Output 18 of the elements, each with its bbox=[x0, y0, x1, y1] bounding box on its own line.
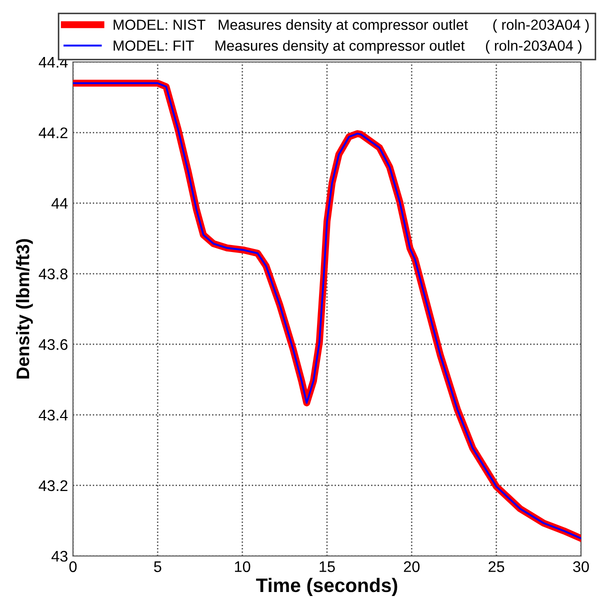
legend-label: MODEL: NIST Measures density at compressor outlet ( roln-203A04 ) bbox=[114, 19, 589, 33]
x-tick-label: 0 bbox=[69, 561, 77, 572]
legend-label: MODEL: FIT Measures density at compressor outlet ( roln-203A04 ) bbox=[114, 40, 582, 54]
y-tick-label: 43.4 bbox=[38, 410, 68, 421]
x-tick-label: 20 bbox=[404, 561, 420, 572]
y-tick-label: 44.2 bbox=[38, 127, 68, 138]
y-tick-label: 43.2 bbox=[38, 480, 68, 492]
x-tick-label: 30 bbox=[573, 561, 589, 572]
x-axis-title: Time (seconds) bbox=[256, 578, 398, 596]
y-tick-label: 43 bbox=[52, 550, 68, 562]
x-tick-label: 5 bbox=[154, 561, 162, 572]
x-tick-label: 25 bbox=[488, 561, 504, 572]
y-axis-title: Density (lbm/ft3) bbox=[16, 239, 33, 379]
y-tick-label: 44 bbox=[52, 198, 68, 209]
y-tick-label: 43.6 bbox=[38, 339, 68, 350]
x-tick-label: 10 bbox=[235, 561, 250, 572]
y-tick-label: 43.8 bbox=[38, 268, 68, 280]
x-tick-label: 15 bbox=[320, 561, 335, 572]
